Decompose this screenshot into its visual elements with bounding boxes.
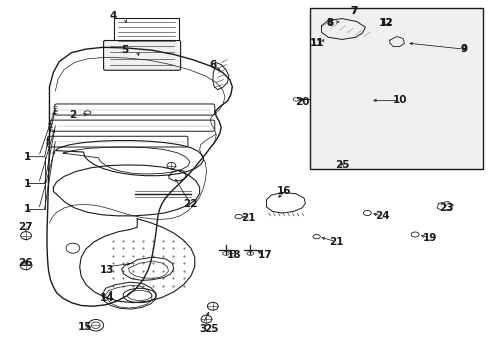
Text: 4: 4 (109, 11, 116, 21)
Text: 17: 17 (257, 250, 272, 260)
Text: 12: 12 (378, 18, 392, 28)
Text: 3: 3 (199, 324, 206, 334)
Text: 11: 11 (309, 38, 323, 48)
Text: 15: 15 (77, 322, 92, 332)
Bar (310, 8, 483, 169)
Text: 2: 2 (69, 111, 76, 121)
Text: 22: 22 (183, 199, 198, 210)
Text: 26: 26 (18, 258, 32, 268)
Text: 7: 7 (350, 6, 357, 16)
Text: 7: 7 (350, 6, 357, 16)
Text: 14: 14 (100, 293, 114, 303)
FancyBboxPatch shape (103, 41, 180, 70)
Text: 11: 11 (310, 39, 322, 48)
Text: 1: 1 (24, 179, 31, 189)
Text: 6: 6 (209, 60, 216, 70)
Text: 18: 18 (226, 250, 241, 260)
Text: 5: 5 (121, 45, 128, 55)
Text: 24: 24 (374, 211, 388, 221)
Text: 21: 21 (241, 213, 255, 222)
Text: 8: 8 (326, 18, 332, 27)
Text: 12: 12 (379, 18, 391, 27)
Text: 20: 20 (294, 97, 308, 107)
Text: 25: 25 (334, 160, 348, 170)
Text: 10: 10 (392, 95, 407, 105)
Text: 16: 16 (277, 186, 291, 197)
Text: 27: 27 (18, 222, 32, 232)
Text: 9: 9 (459, 44, 467, 54)
Text: 25: 25 (203, 324, 218, 334)
Text: 19: 19 (422, 233, 436, 243)
Text: 21: 21 (328, 237, 343, 247)
Text: 9: 9 (460, 45, 466, 54)
Text: 23: 23 (439, 203, 453, 213)
Text: 1: 1 (24, 204, 31, 215)
Text: 8: 8 (325, 18, 333, 28)
Text: 13: 13 (100, 265, 114, 275)
Text: 1: 1 (24, 152, 31, 162)
